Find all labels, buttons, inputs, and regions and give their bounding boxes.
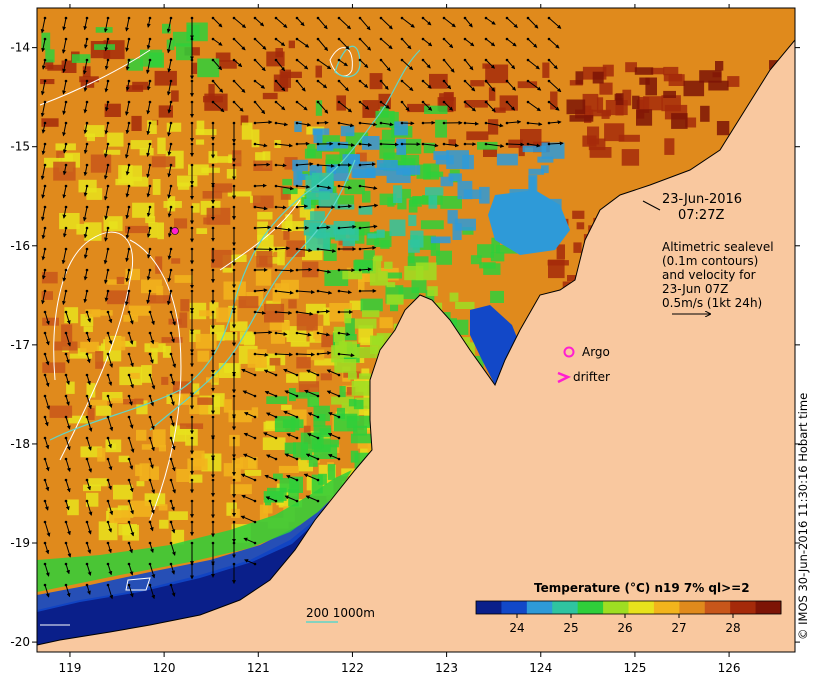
credit-text: © IMOS 30-Jun-2016 11:30:16 Hobart time [796, 392, 810, 640]
lon-tick-label: 119 [59, 661, 82, 675]
lon-tick-label: 122 [341, 661, 364, 675]
lat-tick-label: -16 [10, 239, 30, 253]
lat-tick-label: -15 [10, 140, 30, 154]
drifter-label: drifter [573, 370, 610, 384]
colorbar-tick-label: 27 [671, 621, 686, 635]
axis-ticks: 119 120 121 122 123 124 125 126 -14 -15 -16 -17 -18 -… [10, 4, 800, 675]
marker-legend: Argo drifter [557, 345, 610, 384]
drifter-position-marker [171, 227, 179, 235]
colorbar-tick-label: 26 [617, 621, 632, 635]
alt-line-3: and velocity for [662, 268, 756, 282]
annotation-date: 23-Jun-2016 [662, 192, 742, 207]
isobath-legend: 200 1000m [306, 606, 375, 623]
ocean-base [37, 8, 795, 645]
alt-line-2: (0.1m contours) [662, 254, 758, 268]
cold-pocket-ne [488, 190, 570, 255]
colorbar-tick-label: 25 [563, 621, 578, 635]
sst-field [37, 8, 795, 652]
lon-tick-label: 124 [529, 661, 552, 675]
lat-tick-label: -17 [10, 338, 30, 352]
isobath-label: 200 1000m [306, 606, 375, 620]
colorbar-swatches [476, 601, 782, 614]
lon-tick-label: 121 [247, 661, 270, 675]
colorbar: Temperature (°C) n19 7% ql>=2 24 25 26 27 28 [475, 581, 782, 635]
argo-icon [563, 346, 575, 358]
colorbar-tick-label: 24 [509, 621, 524, 635]
green-band-south [37, 470, 352, 592]
alt-line-1: Altimetric sealevel [662, 240, 774, 254]
colorbar-frame [475, 600, 782, 615]
lat-tick-label: -20 [10, 635, 30, 649]
plot-frame [36, 7, 796, 653]
land-coast [37, 39, 795, 652]
drifter-icon [557, 371, 572, 384]
isobath-contours [49, 45, 421, 441]
annotation-block: 23-Jun-2016 07:27Z Altimetric sealevel (… [642, 192, 774, 314]
lat-tick-label: -14 [10, 41, 30, 55]
colorbar-ticks: 24 25 26 27 28 [509, 614, 741, 635]
alt-line-5: 0.5m/s (1kt 24h) [662, 296, 762, 310]
lon-tick-label: 120 [153, 661, 176, 675]
alt-line-4: 23-Jun 07Z [662, 282, 728, 296]
argo-label: Argo [582, 345, 610, 359]
annotation-time: 07:27Z [678, 208, 724, 223]
lon-tick-label: 123 [435, 661, 458, 675]
velocity-arrows [40, 16, 564, 600]
lon-tick-label: 126 [718, 661, 741, 675]
lat-tick-label: -18 [10, 437, 30, 451]
cool-band [37, 500, 330, 612]
lat-tick-label: -19 [10, 536, 30, 550]
cold-coastal-band [37, 520, 320, 650]
lon-tick-label: 125 [623, 661, 646, 675]
colorbar-title: Temperature (°C) n19 7% ql>=2 [534, 581, 750, 595]
colorbar-tick-label: 28 [725, 621, 740, 635]
